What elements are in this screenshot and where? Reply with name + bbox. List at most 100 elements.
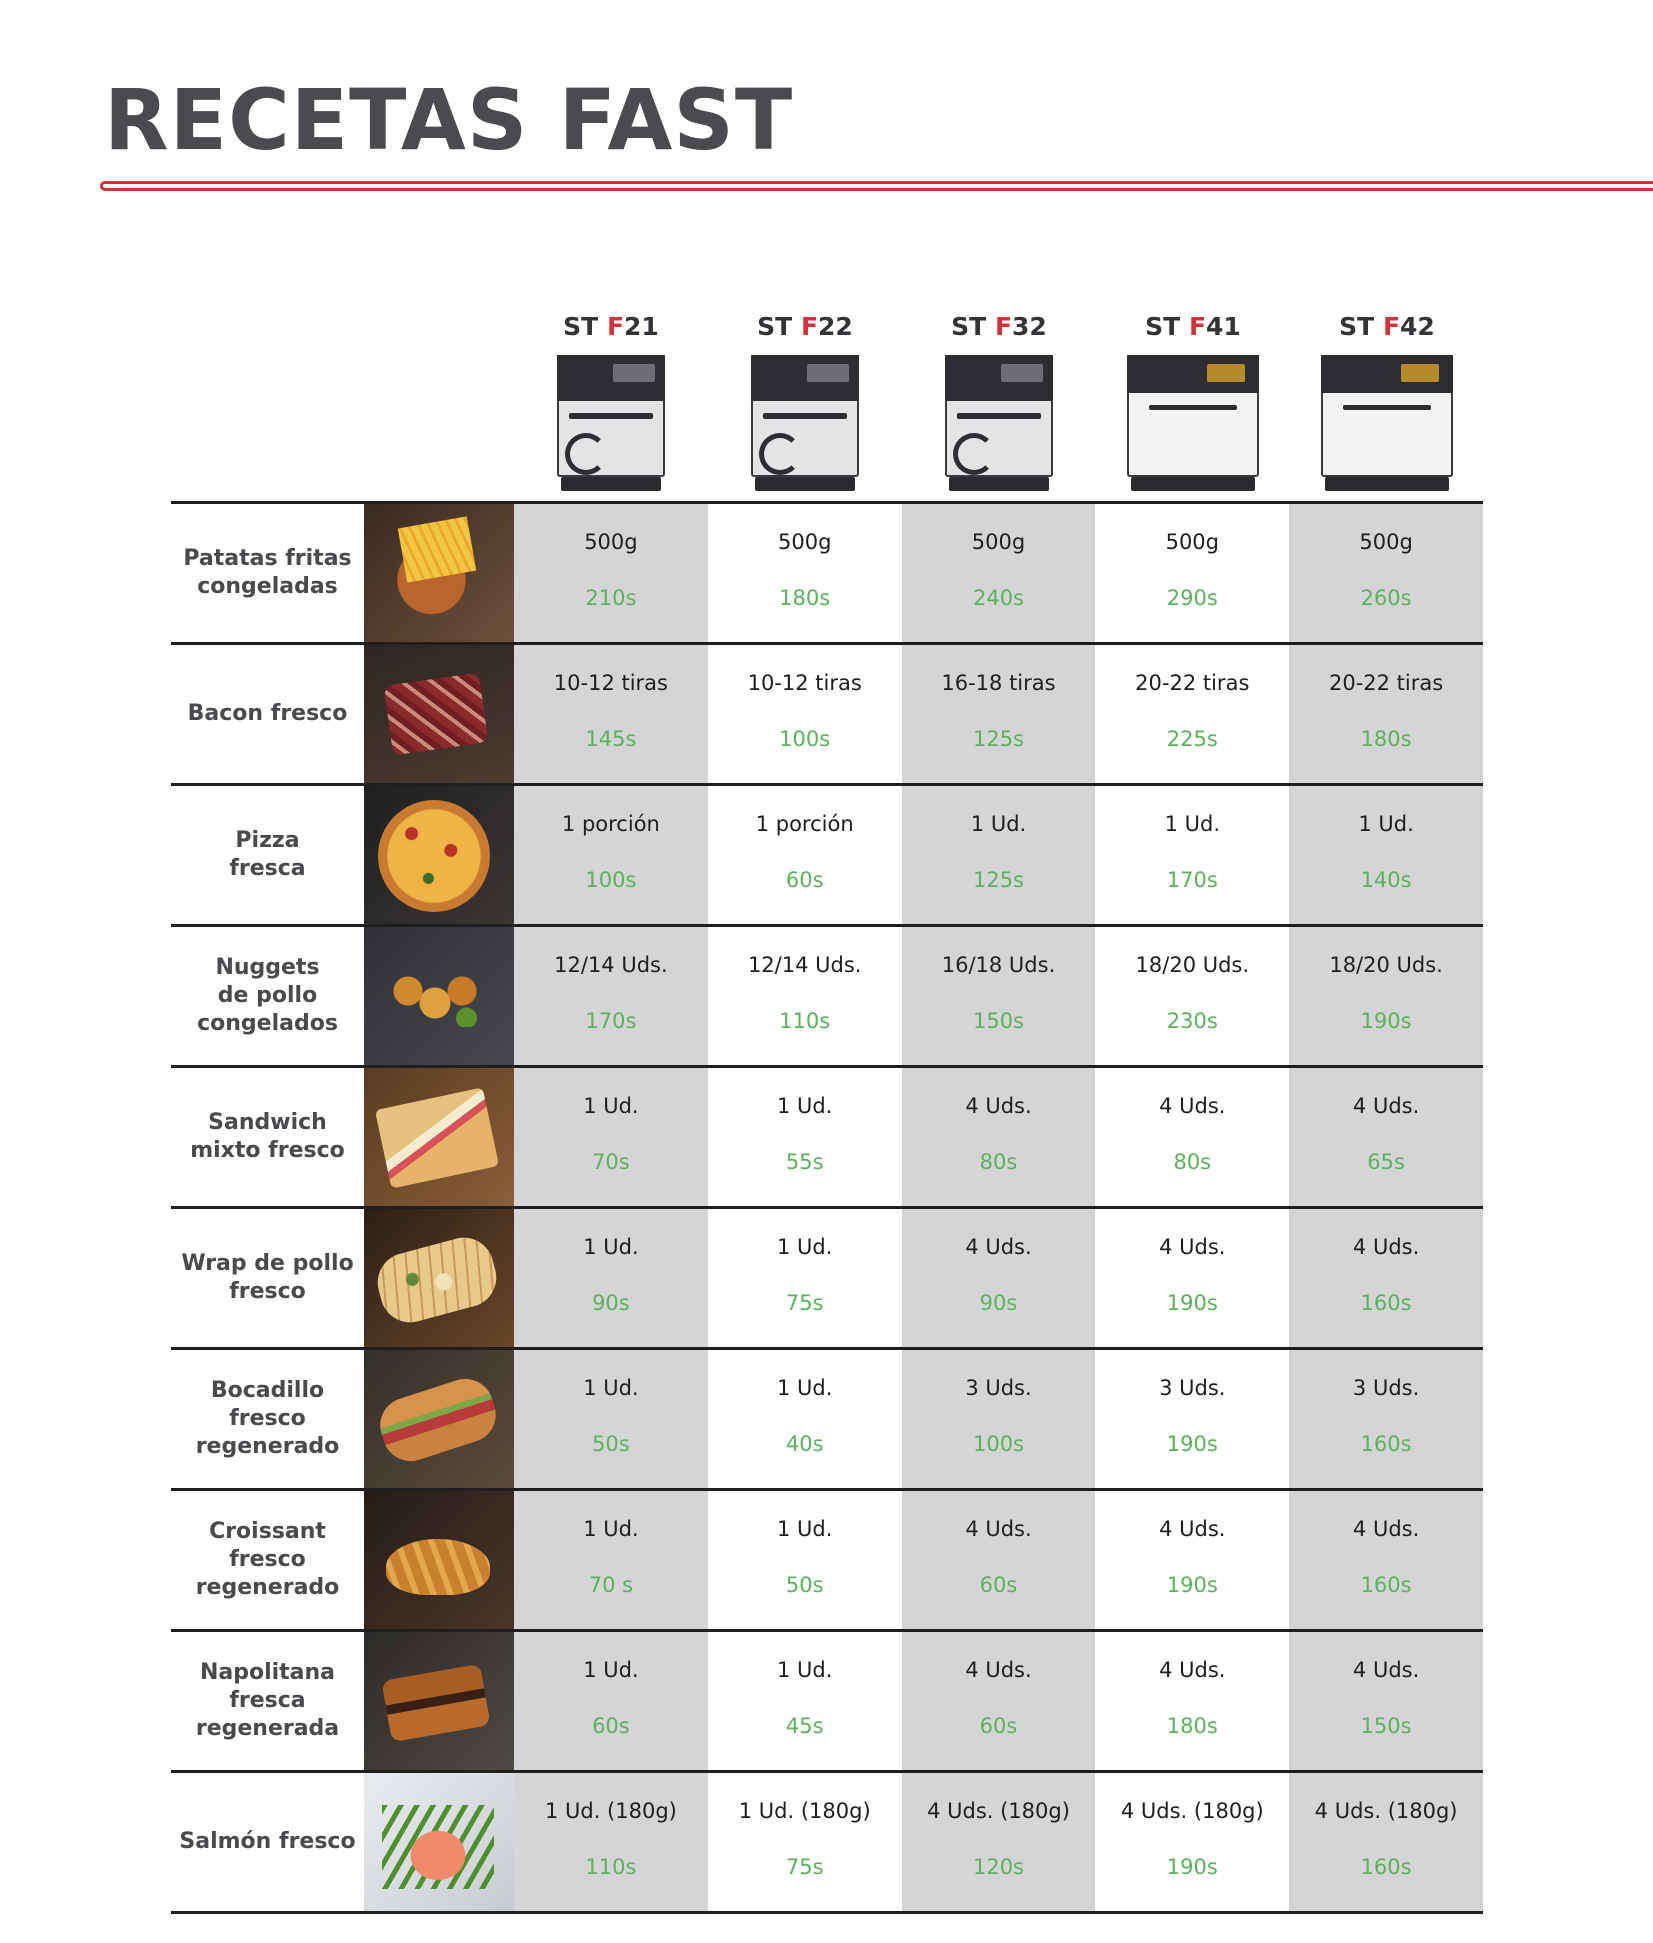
recipe-cell: 4 Uds. 160s [1289, 1209, 1483, 1347]
quantity-value: 4 Uds. [1352, 1658, 1420, 1682]
recipe-cell: 1 Ud. 45s [708, 1632, 902, 1770]
recipe-name: Sandwich mixto fresco [190, 1110, 345, 1163]
time-value: 160s [1360, 1573, 1412, 1597]
recipe-table: Patatas fritas congeladas 500g 210s 500g 180… [171, 501, 1483, 1914]
time-value: 100s [972, 1432, 1024, 1456]
time-value: 125s [972, 727, 1024, 751]
model-column-header: ST F21 [514, 305, 708, 491]
recipe-name: Salmón fresco [179, 1829, 356, 1854]
quantity-value: 1 Ud. [583, 1094, 639, 1118]
recipe-row: Bocadillo fresco regenerado 1 Ud. 50s 1 Ud.… [171, 1347, 1483, 1488]
time-value: 170s [1166, 868, 1218, 892]
quantity-value: 500g [971, 530, 1026, 554]
quantity-value: 1 Ud. [776, 1517, 833, 1541]
quantity-value: 500g [1359, 530, 1413, 554]
model-name: ST F21 [563, 312, 659, 341]
quantity-value: 18/20 Uds. [1135, 953, 1250, 977]
recipe-cell: 4 Uds. 60s [901, 1491, 1096, 1629]
recipe-cell: 1 Ud. 60s [514, 1632, 708, 1770]
bocadillo-photo [364, 1350, 514, 1488]
oven-icon [751, 355, 859, 491]
recipe-cell: 500g 180s [708, 504, 902, 642]
time-value: 90s [592, 1291, 630, 1315]
recipe-cell: 12/14 Uds. 170s [514, 927, 708, 1065]
time-value: 170s [585, 1009, 637, 1033]
recipe-cell: 4 Uds. 65s [1289, 1068, 1483, 1206]
recipe-row: Sandwich mixto fresco 1 Ud. 70s 1 Ud. 55s 4 U… [171, 1065, 1483, 1206]
recipe-cell: 1 Ud. 125s [901, 786, 1096, 924]
recipe-cell: 3 Uds. 160s [1289, 1350, 1483, 1488]
recipe-cell: 1 Ud. 75s [708, 1209, 902, 1347]
time-value: 190s [1166, 1291, 1218, 1315]
recipe-name: Nuggets de pollo congelados [197, 955, 338, 1036]
recipe-cell: 3 Uds. 190s [1095, 1350, 1289, 1488]
quantity-value: 16-18 tiras [941, 671, 1056, 695]
time-value: 225s [1166, 727, 1218, 751]
recipe-cell: 4 Uds. 60s [901, 1632, 1096, 1770]
time-value: 110s [585, 1855, 637, 1879]
time-value: 140s [1360, 868, 1412, 892]
recipe-cell: 4 Uds. 180s [1095, 1632, 1289, 1770]
quantity-value: 1 porción [755, 812, 854, 836]
recipe-name: Wrap de pollo fresco [181, 1251, 354, 1304]
napolitana-photo [364, 1632, 514, 1770]
time-value: 90s [979, 1291, 1018, 1315]
model-name: ST F22 [757, 312, 853, 341]
time-value: 65s [1367, 1150, 1405, 1174]
quantity-value: 3 Uds. [965, 1376, 1032, 1400]
recipe-cell: 1 Ud. 170s [1095, 786, 1289, 924]
quantity-value: 12/14 Uds. [747, 953, 862, 977]
recipe-row: Wrap de pollo fresco 1 Ud. 90s 1 Ud. 75s 4 Ud… [171, 1206, 1483, 1347]
model-name: ST F41 [1145, 312, 1241, 341]
time-value: 180s [1360, 727, 1412, 751]
recipe-cell: 1 Ud. 40s [708, 1350, 902, 1488]
model-column-header: ST F22 [708, 305, 902, 491]
recipe-cell: 500g 210s [514, 504, 708, 642]
recipe-cell: 4 Uds. 80s [901, 1068, 1096, 1206]
recipe-cell: 18/20 Uds. 230s [1095, 927, 1289, 1065]
recipe-cell: 1 Ud. 140s [1289, 786, 1483, 924]
quantity-value: 4 Uds. [965, 1517, 1032, 1541]
quantity-value: 1 Ud. [583, 1235, 639, 1259]
recipe-cell: 1 Ud. (180g) 110s [514, 1773, 708, 1911]
recipe-cell: 1 Ud. 50s [708, 1491, 902, 1629]
recipe-cell: 1 Ud. 55s [708, 1068, 902, 1206]
sandwich-photo [364, 1068, 514, 1206]
time-value: 160s [1360, 1855, 1412, 1879]
recipe-cell: 16/18 Uds. 150s [901, 927, 1096, 1065]
recipe-cell: 12/14 Uds. 110s [708, 927, 902, 1065]
model-column-header: ST F32 [902, 305, 1096, 491]
time-value: 290s [1166, 586, 1218, 610]
recipe-name: Croissant fresco regenerado [195, 1519, 340, 1600]
time-value: 75s [785, 1291, 824, 1315]
quantity-value: 4 Uds. [1352, 1235, 1420, 1259]
time-value: 40s [785, 1432, 824, 1456]
time-value: 190s [1166, 1855, 1218, 1879]
recipe-cell: 1 Ud. 70 s [514, 1491, 708, 1629]
page-title: RECETAS FAST [104, 71, 794, 169]
title-underline [100, 181, 1653, 191]
recipe-row: Napolitana fresca regenerada 1 Ud. 60s 1 Ud… [171, 1629, 1483, 1770]
time-value: 70s [592, 1150, 630, 1174]
quantity-value: 1 porción [561, 812, 660, 836]
quantity-value: 1 Ud. [583, 1658, 639, 1682]
quantity-value: 4 Uds. [1352, 1517, 1420, 1541]
recipe-cell: 16-18 tiras 125s [901, 645, 1096, 783]
recipe-cell: 20-22 tiras 225s [1095, 645, 1289, 783]
time-value: 180s [779, 586, 831, 610]
quantity-value: 1 Ud. [583, 1376, 639, 1400]
recipe-cell: 4 Uds. 160s [1289, 1491, 1483, 1629]
time-value: 190s [1360, 1009, 1412, 1033]
recipe-name: Bocadillo fresco regenerado [195, 1378, 340, 1459]
time-value: 260s [1360, 586, 1412, 610]
quantity-value: 500g [777, 530, 832, 554]
quantity-value: 4 Uds. [1159, 1094, 1226, 1118]
quantity-value: 4 Uds. (180g) [1314, 1799, 1458, 1823]
quantity-value: 1 Ud. [776, 1658, 833, 1682]
oven-icon [1321, 355, 1453, 491]
salmon-photo [364, 1773, 514, 1911]
recipe-cell: 4 Uds. 90s [901, 1209, 1096, 1347]
oven-icon [1127, 355, 1259, 491]
quantity-value: 3 Uds. [1352, 1376, 1420, 1400]
quantity-value: 4 Uds. [965, 1094, 1032, 1118]
